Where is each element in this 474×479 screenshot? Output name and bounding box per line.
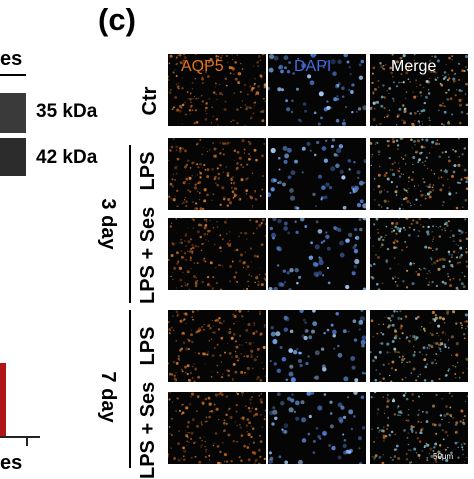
micrograph-aqp5-row-5 xyxy=(168,392,266,464)
left-group-label-bottom: es xyxy=(0,452,23,474)
western-blot-band-42kda xyxy=(0,138,26,176)
scale-bar-label: 50μm xyxy=(433,452,454,461)
group-label-7day: 7 day xyxy=(97,371,119,423)
micrograph-dapi-row-3 xyxy=(268,218,366,290)
micrograph-dapi-row-5 xyxy=(268,392,366,464)
column-header-aqp5: AQP5 xyxy=(181,58,224,75)
kda-label-42: 42 kDa xyxy=(36,147,98,168)
micrograph-aqp5-row-3 xyxy=(168,218,266,290)
micrograph-aqp5-row-1 xyxy=(168,54,266,126)
row-label-ctr: Ctr xyxy=(139,86,161,116)
micrograph-aqp5-row-2 xyxy=(168,138,266,210)
row-label-7day-lps-ses: LPS + Ses xyxy=(137,381,159,479)
micrograph-dapi-row-1 xyxy=(268,54,366,126)
group-bracket-7day xyxy=(129,310,131,468)
left-group-label-top: es xyxy=(0,48,23,70)
micrograph-dapi-row-4 xyxy=(268,310,366,382)
micrograph-merge-row-2 xyxy=(370,138,468,210)
group-bracket-3day xyxy=(129,145,131,303)
group-label-3day: 3 day xyxy=(97,198,119,250)
kda-label-35: 35 kDa xyxy=(36,101,98,122)
row-label-3day-lps: LPS xyxy=(137,151,159,191)
western-blot-band-35kda xyxy=(0,93,26,133)
bar-graph-tick xyxy=(26,436,28,446)
micrograph-merge-row-4 xyxy=(370,310,468,382)
bar-graph-red-bar xyxy=(0,363,6,438)
micrograph-dapi-row-2 xyxy=(268,138,366,210)
micrograph-merge-row-5 xyxy=(370,392,468,464)
micrograph-merge-row-1 xyxy=(370,54,468,126)
bar-graph-x-axis xyxy=(0,436,40,438)
column-header-merge: Merge xyxy=(391,58,437,75)
panel-label-c: (c) xyxy=(98,2,136,37)
row-label-7day-lps: LPS xyxy=(137,326,159,366)
micrograph-merge-row-3 xyxy=(370,218,468,290)
row-label-3day-lps-ses: LPS + Ses xyxy=(137,206,159,304)
column-header-dapi: DAPI xyxy=(294,58,332,75)
group-underline xyxy=(0,74,26,76)
micrograph-aqp5-row-4 xyxy=(168,310,266,382)
